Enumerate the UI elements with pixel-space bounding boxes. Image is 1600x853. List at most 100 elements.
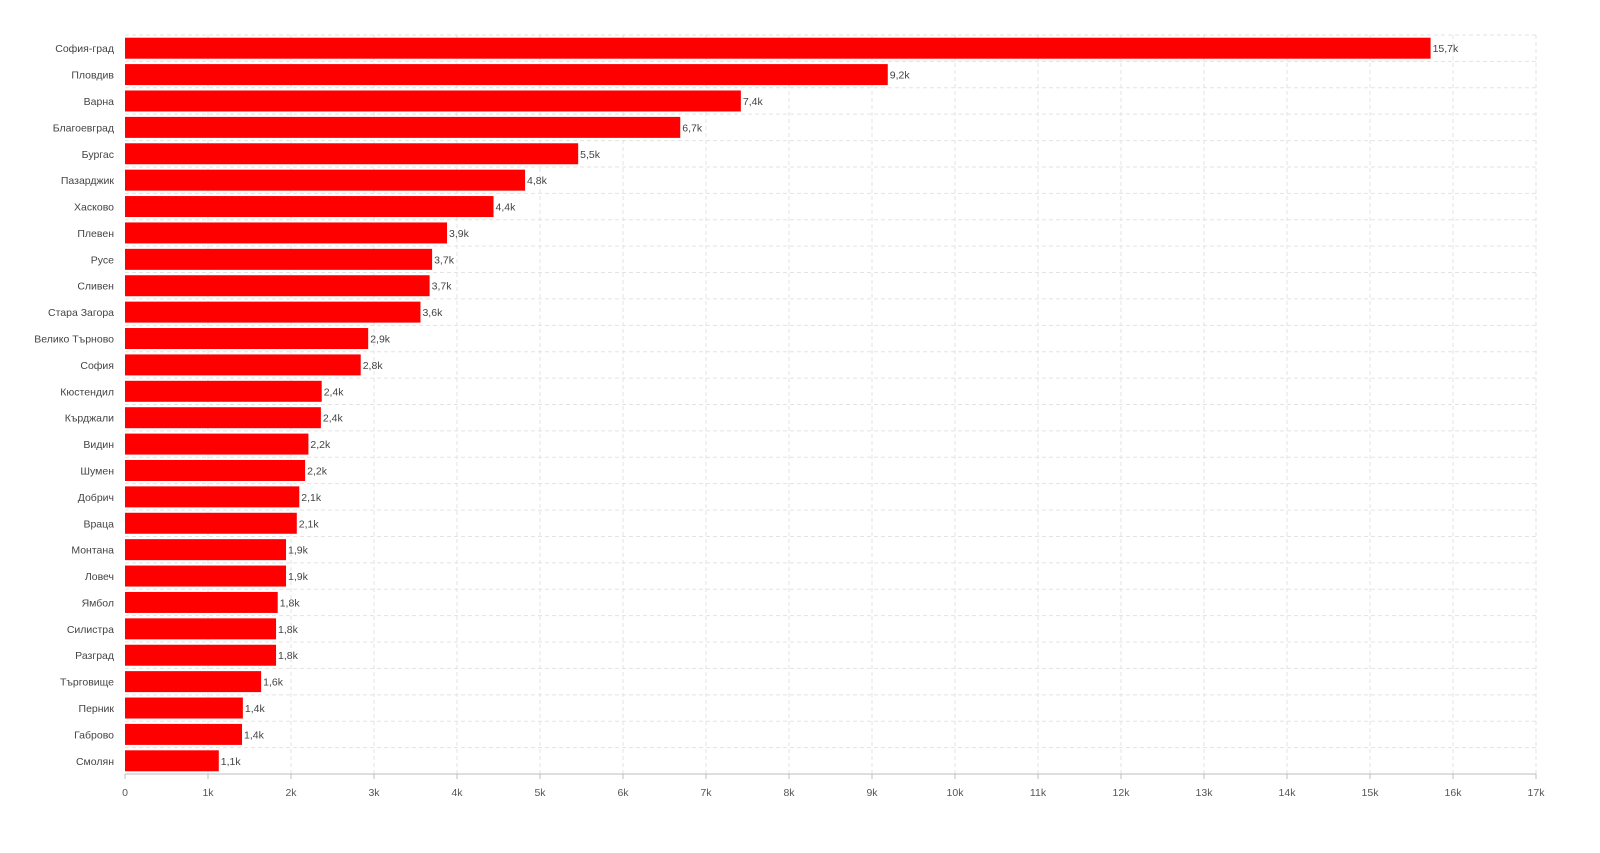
- category-label: Варна: [84, 96, 114, 108]
- bar[interactable]: [125, 248, 433, 270]
- bar[interactable]: [125, 618, 277, 640]
- x-tick-label: 13k: [1196, 787, 1214, 799]
- bar[interactable]: [125, 301, 421, 323]
- category-label: Пловдив: [71, 70, 114, 82]
- bar[interactable]: [125, 565, 287, 587]
- x-tick-label: 12k: [1113, 787, 1131, 799]
- x-tick-label: 4k: [451, 787, 463, 799]
- category-label: Бургас: [82, 149, 114, 161]
- data-label: 2,4k: [323, 413, 344, 425]
- data-label: 5,5k: [580, 149, 601, 161]
- category-label: Монтана: [71, 545, 114, 557]
- category-label: Сливен: [77, 281, 114, 293]
- bar[interactable]: [125, 90, 741, 112]
- category-label: Ловеч: [85, 571, 114, 583]
- bar[interactable]: [125, 486, 300, 508]
- x-tick-label: 3k: [368, 787, 380, 799]
- bar[interactable]: [125, 750, 219, 772]
- x-tick-label: 1k: [202, 787, 214, 799]
- x-tick-label: 8k: [783, 787, 795, 799]
- data-label: 2,2k: [310, 439, 331, 451]
- data-label: 1,4k: [244, 729, 265, 741]
- bar[interactable]: [125, 723, 243, 745]
- category-label: Враца: [83, 518, 114, 530]
- category-label: Габрово: [74, 729, 114, 741]
- data-label: 3,9k: [449, 228, 470, 240]
- bar[interactable]: [125, 328, 369, 350]
- data-label: 2,1k: [299, 518, 320, 530]
- x-tick-label: 11k: [1030, 787, 1047, 799]
- category-label: Благоевград: [53, 122, 114, 134]
- bar[interactable]: [125, 37, 1431, 59]
- data-label: 2,9k: [370, 334, 391, 346]
- bar[interactable]: [125, 512, 297, 534]
- data-label: 3,7k: [434, 254, 455, 266]
- bar[interactable]: [125, 354, 361, 376]
- data-label: 2,8k: [363, 360, 384, 372]
- data-label: 4,8k: [527, 175, 548, 187]
- bar[interactable]: [125, 275, 430, 297]
- data-label: 1,8k: [278, 624, 299, 636]
- x-tick-label: 14k: [1279, 787, 1297, 799]
- data-label: 6,7k: [682, 122, 703, 134]
- bar[interactable]: [125, 196, 494, 218]
- data-label: 2,4k: [324, 386, 345, 398]
- category-label: Русе: [91, 254, 114, 266]
- bar[interactable]: [125, 697, 243, 719]
- bar[interactable]: [125, 539, 287, 561]
- x-tick-label: 17k: [1528, 787, 1546, 799]
- data-label: 2,2k: [307, 465, 328, 477]
- category-label: Хасково: [74, 202, 114, 214]
- category-label: Кърджали: [65, 413, 114, 425]
- bar[interactable]: [125, 591, 278, 613]
- x-tick-label: 9k: [866, 787, 878, 799]
- bar[interactable]: [125, 671, 262, 693]
- category-label: Разград: [75, 650, 114, 662]
- category-label: Видин: [83, 439, 114, 451]
- data-label: 7,4k: [743, 96, 764, 108]
- bar[interactable]: [125, 459, 306, 481]
- category-label: Силистра: [67, 624, 114, 636]
- x-tick-label: 7k: [700, 787, 712, 799]
- x-tick-label: 10k: [947, 787, 965, 799]
- x-tick-label: 16k: [1445, 787, 1463, 799]
- category-label: Смолян: [76, 756, 114, 768]
- bar[interactable]: [125, 116, 681, 138]
- bar[interactable]: [125, 222, 448, 244]
- data-label: 2,1k: [301, 492, 322, 504]
- data-label: 1,8k: [280, 597, 301, 609]
- data-label: 1,8k: [278, 650, 299, 662]
- category-label: Търговище: [60, 677, 114, 689]
- x-tick-label: 0: [122, 787, 128, 799]
- bar[interactable]: [125, 64, 888, 86]
- category-label: Пазарджик: [61, 175, 115, 187]
- x-tick-label: 5k: [534, 787, 546, 799]
- bar[interactable]: [125, 433, 309, 455]
- category-label: Велико Търново: [34, 334, 114, 346]
- category-label: Добрич: [78, 492, 114, 504]
- category-label: Перник: [79, 703, 115, 715]
- category-label: Стара Загора: [48, 307, 114, 319]
- data-label: 3,6k: [422, 307, 443, 319]
- bar[interactable]: [125, 169, 526, 191]
- data-label: 1,4k: [245, 703, 266, 715]
- x-tick-label: 2k: [285, 787, 297, 799]
- data-label: 15,7k: [1433, 43, 1459, 55]
- bar[interactable]: [125, 380, 322, 402]
- category-label: Кюстендил: [60, 386, 114, 398]
- data-label: 1,6k: [263, 677, 284, 689]
- data-label: 1,9k: [288, 571, 309, 583]
- category-label: Плевен: [77, 228, 114, 240]
- data-label: 9,2k: [890, 70, 911, 82]
- bar[interactable]: [125, 143, 579, 165]
- x-tick-label: 6k: [617, 787, 629, 799]
- category-label: Шумен: [80, 465, 114, 477]
- category-label: София: [80, 360, 114, 372]
- data-label: 4,4k: [496, 202, 517, 214]
- bar[interactable]: [125, 644, 277, 666]
- category-label: Ямбол: [82, 597, 114, 609]
- x-tick-label: 15k: [1362, 787, 1380, 799]
- bar[interactable]: [125, 407, 321, 429]
